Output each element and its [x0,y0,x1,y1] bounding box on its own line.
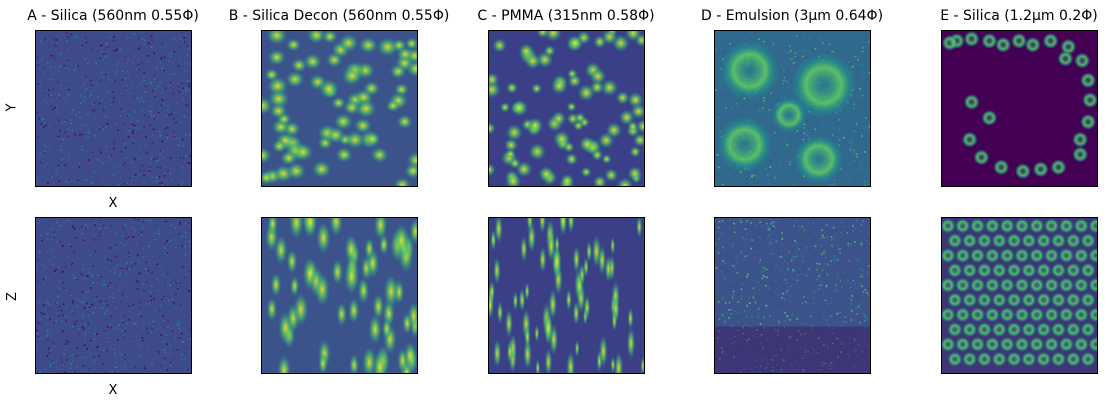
image-panel-e-xz [941,217,1098,374]
image-panel-a-xz [35,217,192,374]
image-panel-c-xy [488,30,645,187]
image-panel-a-xy [35,30,192,187]
image-panel-c-xz [488,217,645,374]
panel-title-b: B - Silica Decon (560nm 0.55Φ) [228,8,450,24]
row-label-z: Z [4,292,20,301]
image-panel-b-xz [261,217,418,374]
panel-title-d: D - Emulsion (3µm 0.64Φ) [700,8,884,24]
image-panel-d-xz [714,217,871,374]
panel-title-a: A - Silica (560nm 0.55Φ) [27,8,199,24]
image-panel-d-xy [714,30,871,187]
x-label-top: X [108,196,118,211]
image-panel-b-xy [261,30,418,187]
row-label-y: Y [4,103,20,112]
image-panel-e-xy [941,30,1098,187]
panel-title-e: E - Silica (1.2µm 0.2Φ) [940,8,1098,24]
panel-title-c: C - PMMA (315nm 0.58Φ) [477,8,655,24]
x-label-bottom: X [108,383,118,398]
